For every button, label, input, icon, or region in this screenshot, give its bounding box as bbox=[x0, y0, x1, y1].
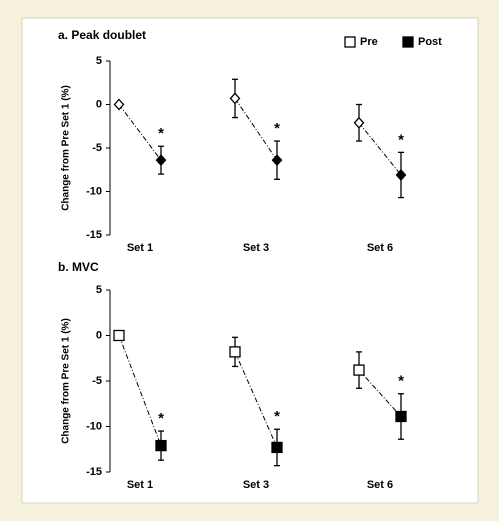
x-tick-label: Set 1 bbox=[127, 242, 153, 254]
legend-marker bbox=[344, 36, 356, 48]
data-marker bbox=[395, 410, 407, 423]
y-tick-label: 5 bbox=[96, 55, 102, 67]
significance-marker: * bbox=[274, 408, 280, 425]
data-marker bbox=[271, 441, 283, 454]
x-tick-label: Set 6 bbox=[367, 242, 393, 254]
significance-marker: * bbox=[158, 125, 164, 142]
x-tick-label: Set 1 bbox=[127, 479, 153, 491]
y-axis-label: Change from Pre Set 1 (%) bbox=[61, 85, 72, 211]
data-marker bbox=[229, 92, 241, 105]
data-marker bbox=[353, 116, 365, 129]
significance-marker: * bbox=[398, 373, 404, 390]
data-marker bbox=[395, 168, 407, 181]
y-tick-label: 5 bbox=[96, 284, 102, 296]
chart-title: a. Peak doublet bbox=[58, 28, 146, 42]
significance-marker: * bbox=[398, 131, 404, 148]
y-tick-label: -5 bbox=[92, 375, 102, 387]
connector bbox=[234, 351, 278, 448]
significance-marker: * bbox=[274, 120, 280, 137]
data-marker bbox=[155, 439, 167, 452]
y-tick-label: -10 bbox=[86, 420, 102, 432]
x-tick-label: Set 6 bbox=[367, 479, 393, 491]
connector bbox=[118, 104, 162, 161]
chart-title: b. MVC bbox=[58, 260, 99, 274]
connector bbox=[358, 122, 402, 176]
figure-frame bbox=[21, 17, 479, 504]
y-axis-label: Change from Pre Set 1 (%) bbox=[61, 318, 72, 444]
data-marker bbox=[229, 346, 241, 358]
data-marker bbox=[155, 154, 167, 167]
y-tick-label: -10 bbox=[86, 185, 102, 197]
x-tick-label: Set 3 bbox=[243, 242, 269, 254]
y-tick-label: -15 bbox=[86, 229, 102, 241]
x-tick-label: Set 3 bbox=[243, 479, 269, 491]
data-marker bbox=[113, 329, 125, 342]
significance-marker: * bbox=[158, 410, 164, 427]
y-tick-label: 0 bbox=[96, 98, 102, 110]
y-tick-label: -15 bbox=[86, 466, 102, 478]
data-marker bbox=[113, 98, 125, 111]
data-marker bbox=[353, 364, 365, 376]
legend-label: Pre bbox=[360, 36, 378, 48]
y-tick-label: 0 bbox=[96, 329, 102, 341]
legend-label: Post bbox=[418, 36, 442, 48]
legend-marker bbox=[402, 36, 414, 48]
connector bbox=[234, 98, 278, 161]
y-tick-label: -5 bbox=[92, 142, 102, 154]
data-marker bbox=[271, 154, 283, 167]
connector bbox=[358, 369, 402, 417]
